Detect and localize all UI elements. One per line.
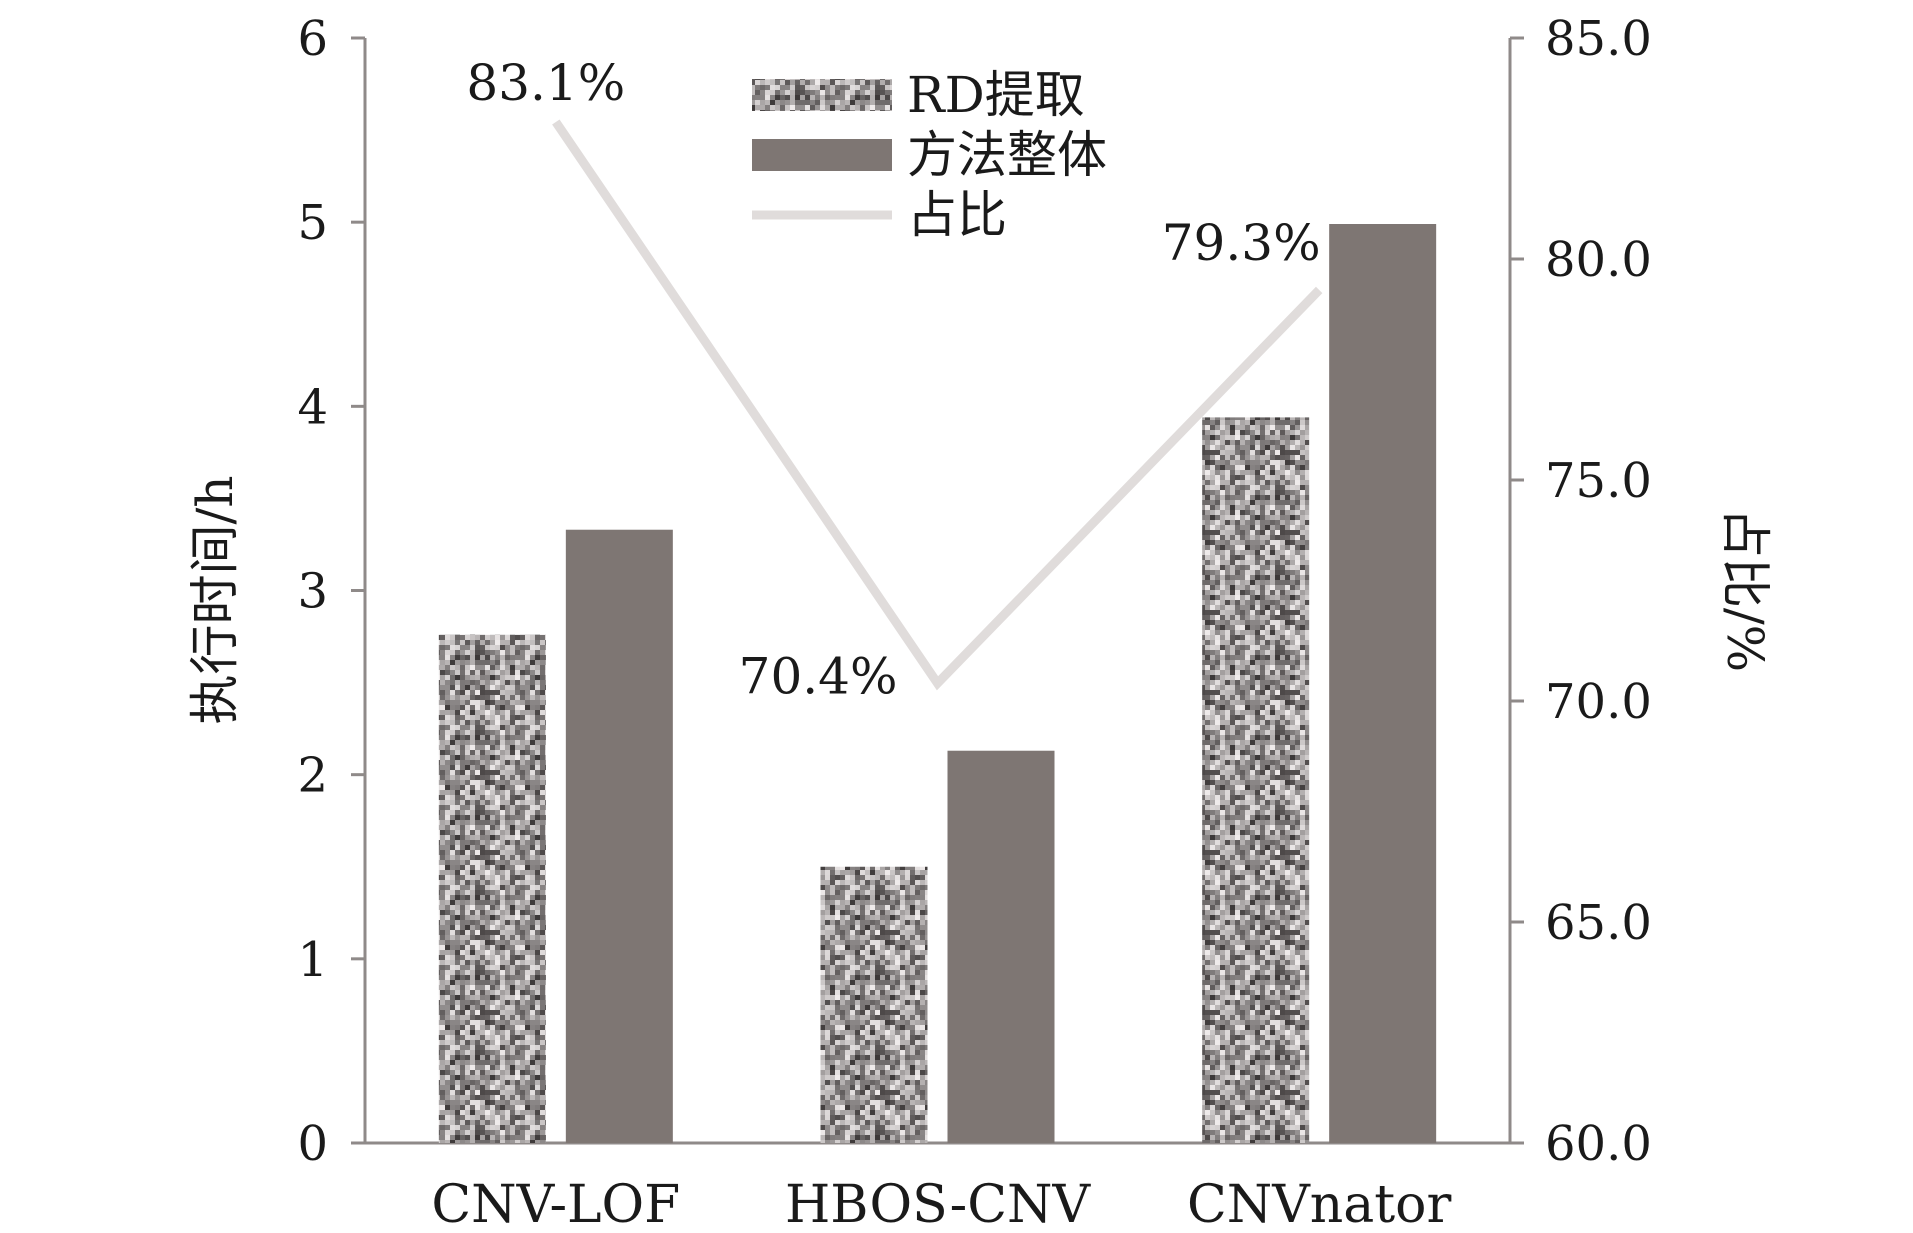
bar-overall	[1329, 224, 1437, 1144]
legend-swatch-overall	[752, 139, 892, 171]
legend-label-overall: 方法整体	[907, 126, 1107, 184]
y2-tick-label: 85.0	[1545, 11, 1652, 67]
y2-tick-label: 60.0	[1545, 1116, 1652, 1172]
y-tick-label: 1	[297, 932, 328, 988]
y2-tick-label: 75.0	[1545, 453, 1652, 509]
ratio-data-label: 70.4%	[739, 647, 898, 705]
y-tick-label: 4	[297, 379, 328, 435]
ratio-line	[552, 119, 1323, 691]
y2-tick-label: 70.0	[1545, 674, 1652, 730]
y2-tick-label: 65.0	[1545, 895, 1652, 951]
legend-label-rd: RD提取	[907, 66, 1085, 124]
bar-rd-extract	[1202, 417, 1310, 1144]
bar-overall	[947, 750, 1055, 1143]
bar-rd-extract	[820, 866, 928, 1143]
ratio-line-layer	[552, 119, 1323, 691]
y-tick-label: 5	[297, 195, 328, 251]
y-tick-label: 6	[297, 11, 328, 67]
x-category-label: HBOS-CNV	[785, 1175, 1092, 1228]
legend-label-ratio: 占比	[907, 186, 1007, 244]
x-category-label: CNVnator	[1187, 1175, 1452, 1228]
y2-tick-label: 80.0	[1545, 232, 1652, 288]
y-tick-label: 0	[297, 1116, 328, 1172]
ratio-data-label: 83.1%	[466, 54, 625, 112]
x-category-label: CNV-LOF	[431, 1175, 680, 1228]
y-tick-label: 2	[297, 748, 328, 804]
labels: CNV-LOF HBOS-CNV CNVnator 83.1% 70.4% 79.3%	[431, 54, 1452, 1233]
y-axis-title: 执行时间/h	[186, 475, 244, 724]
y-tick-label: 3	[297, 564, 328, 620]
y2-axis-title: 占比/%	[1716, 508, 1774, 672]
ratio-data-label: 79.3%	[1162, 214, 1321, 272]
bar-overall	[565, 529, 673, 1143]
bar-rd-extract	[438, 634, 546, 1143]
bars	[438, 224, 1437, 1144]
legend-swatch-rd	[752, 79, 892, 111]
axes: 0 1 2 3 4 5 6 60.0 65.0 70.0 75.0 80.0 85.0 执行时间/h 占比/…	[186, 11, 1774, 1172]
